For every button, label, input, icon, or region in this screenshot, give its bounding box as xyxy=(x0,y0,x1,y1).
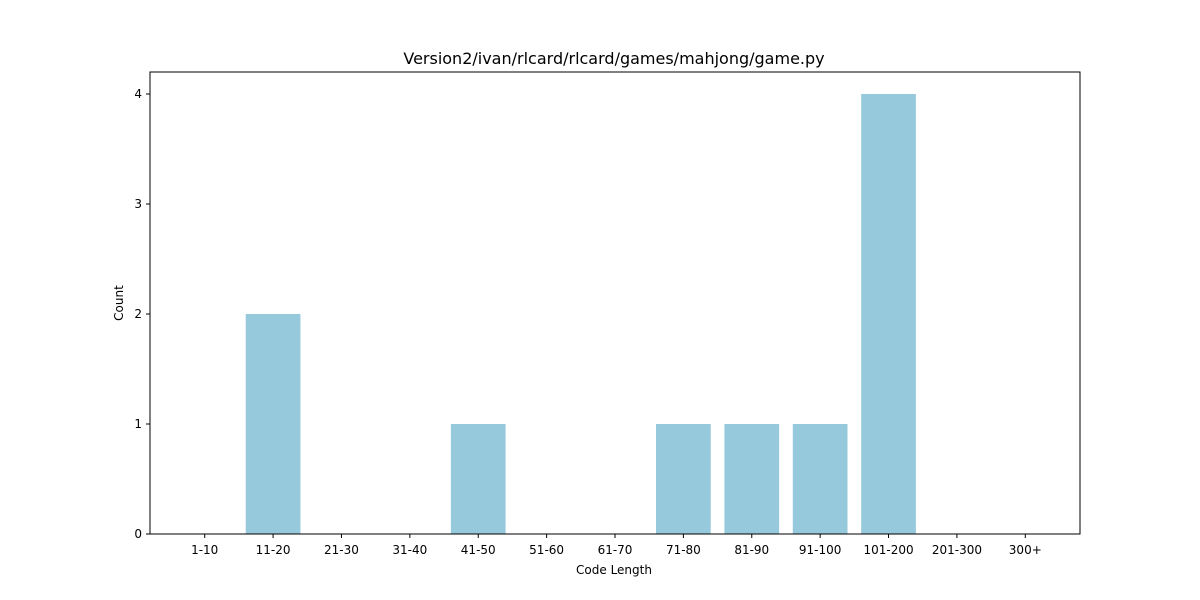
bar-91-100 xyxy=(792,424,848,534)
bar-71-80 xyxy=(656,424,711,534)
chart-title: Version2/ivan/rlcard/rlcard/games/mahjon… xyxy=(403,49,824,68)
x-tick-label: 300+ xyxy=(1009,543,1042,557)
y-tick-label: 3 xyxy=(134,197,142,211)
y-axis-label: Count xyxy=(112,285,126,321)
x-tick-label: 1-10 xyxy=(191,543,218,557)
bar-81-90 xyxy=(724,424,780,534)
bars-group xyxy=(245,94,916,534)
x-tick-label: 21-30 xyxy=(324,543,359,557)
x-tick-label: 201-300 xyxy=(932,543,982,557)
x-tick-label: 61-70 xyxy=(598,543,633,557)
bar-41-50 xyxy=(450,424,506,534)
y-tick-label: 2 xyxy=(134,307,142,321)
x-axis-label: Code Length xyxy=(576,563,652,577)
x-tick-label: 71-80 xyxy=(666,543,701,557)
y-axis-ticks: 0 1 2 3 4 xyxy=(134,87,150,541)
y-tick-label: 1 xyxy=(134,417,142,431)
x-tick-label: 31-40 xyxy=(392,543,427,557)
plot-frame xyxy=(149,71,1081,535)
bar-101-200 xyxy=(861,94,916,534)
x-tick-label: 41-50 xyxy=(461,543,496,557)
x-axis-ticks: 1-10 11-20 21-30 31-40 41-50 51-60 61-70 71-80 8… xyxy=(191,534,1042,557)
x-tick-label: 101-200 xyxy=(863,543,913,557)
bar-11-20 xyxy=(245,314,301,534)
y-tick-label: 0 xyxy=(134,527,142,541)
x-tick-label: 51-60 xyxy=(529,543,564,557)
x-tick-label: 91-100 xyxy=(799,543,842,557)
x-tick-label: 81-90 xyxy=(734,543,769,557)
x-tick-label: 11-20 xyxy=(256,543,291,557)
y-tick-label: 4 xyxy=(134,87,142,101)
